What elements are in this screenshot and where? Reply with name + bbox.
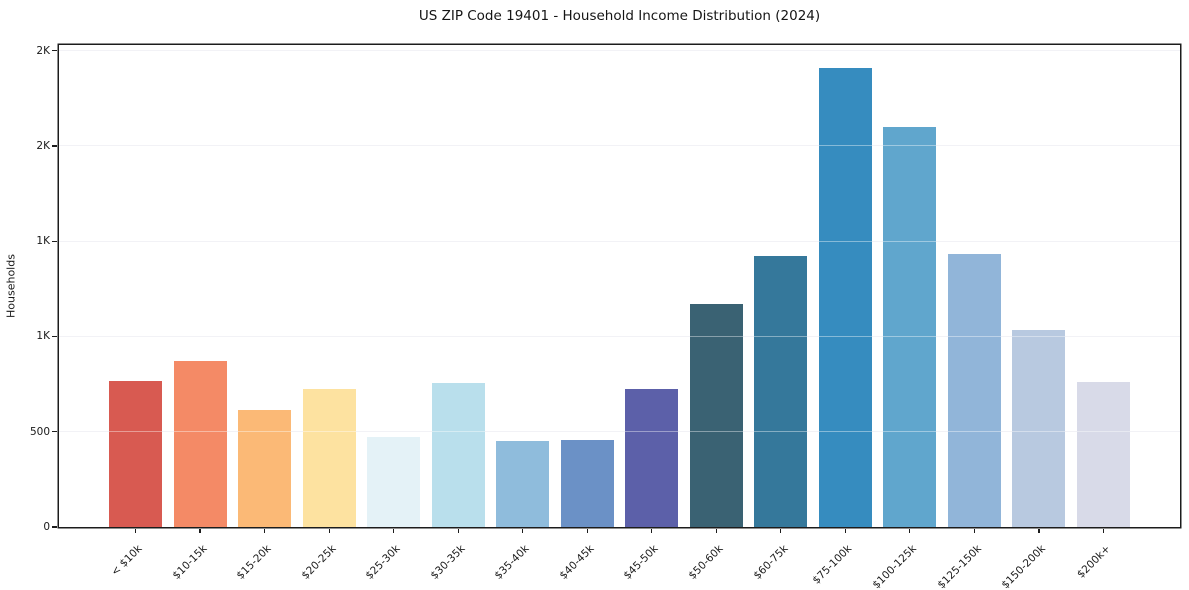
gridline-overlay (59, 145, 1180, 147)
gridline (59, 335, 1180, 337)
x-tick-label: $25-30k (363, 542, 403, 582)
bar-10k (109, 381, 162, 527)
chart-title: US ZIP Code 19401 - Household Income Dis… (418, 8, 821, 24)
x-tick-label: < $10k (109, 542, 145, 579)
bar-75-100k (818, 67, 872, 527)
bar-40-45k (560, 440, 614, 527)
x-tick-label: $60-75k (750, 542, 791, 582)
x-tick-mark (522, 528, 524, 533)
y-tick-label: 1K (36, 330, 50, 343)
y-tick-mark (52, 145, 57, 147)
gridline (59, 145, 1180, 147)
x-tick-label: $75-100k (810, 542, 855, 587)
y-tick-mark (52, 240, 57, 242)
y-tick-label: 2K (36, 139, 50, 152)
x-tick-mark (199, 528, 201, 533)
y-tick-mark (52, 526, 57, 528)
bar-35-40k (496, 441, 550, 527)
bar-100-125k (883, 126, 937, 527)
x-tick-mark (393, 528, 395, 533)
x-tick-mark (134, 528, 137, 533)
gridline-overlay (59, 50, 1180, 52)
bar-25-30k (367, 436, 421, 527)
x-tick-label: $35-40k (492, 542, 532, 582)
x-tick-label: $125-150k (935, 542, 984, 590)
gridline (59, 50, 1180, 52)
bar-50-60k (689, 304, 743, 527)
x-tick-mark (780, 528, 782, 533)
x-tick-label: $150-200k (999, 542, 1049, 590)
x-tick-mark (328, 528, 330, 533)
x-tick-label: $200k+ (1074, 542, 1113, 581)
bar-150-200k (1012, 329, 1066, 527)
bar-45-50k (625, 388, 679, 527)
x-tick-label: $15-20k (234, 542, 274, 582)
x-tick-mark (909, 528, 911, 533)
bar-200k (1077, 382, 1130, 527)
y-tick-mark (52, 431, 57, 433)
y-axis-title: Households (4, 254, 18, 318)
gridline (59, 431, 1180, 433)
bar-60-75k (754, 255, 808, 527)
bar-15-20k (238, 409, 292, 527)
gridline-overlay (59, 431, 1180, 433)
x-tick-label: $20-25k (299, 542, 339, 582)
x-tick-mark (1038, 528, 1040, 533)
x-tick-mark (844, 528, 846, 533)
x-tick-mark (457, 528, 459, 533)
gridline-overlay (59, 240, 1180, 242)
y-tick-label: 500 (29, 425, 50, 438)
y-tick-mark (52, 50, 57, 52)
y-tick-label: 1K (36, 235, 50, 248)
gridline-overlay (59, 335, 1180, 337)
y-tick-mark (52, 335, 57, 338)
x-tick-mark (1102, 528, 1105, 533)
x-tick-mark (651, 528, 653, 533)
bar-10-15k (173, 361, 227, 527)
x-tick-mark (973, 528, 976, 533)
x-tick-label: $50-60k (686, 542, 726, 582)
x-tick-label: $45-50k (621, 542, 662, 582)
gridline (59, 240, 1180, 242)
x-tick-label: $100-125k (870, 542, 920, 590)
y-tick-label: 2K (36, 44, 50, 57)
bar-30-35k (431, 383, 485, 527)
y-tick-label: 0 (43, 521, 50, 533)
x-tick-mark (715, 528, 717, 533)
x-tick-label: $10-15k (170, 542, 210, 582)
x-tick-label: $30-35k (428, 542, 468, 582)
bar-125-150k (947, 253, 1001, 527)
x-tick-mark (586, 528, 588, 533)
plot-area (59, 45, 1180, 527)
x-tick-mark (263, 528, 266, 533)
x-tick-label: $40-45k (557, 542, 597, 582)
bar-20-25k (302, 388, 356, 527)
